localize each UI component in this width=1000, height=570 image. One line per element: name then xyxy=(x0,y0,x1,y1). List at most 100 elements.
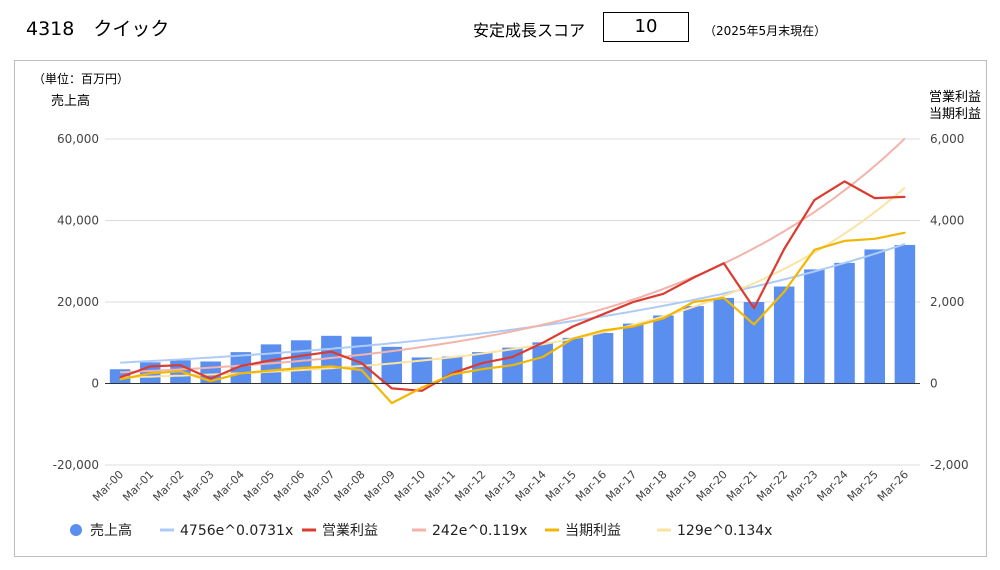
y-axis-title-right: 営業利益 xyxy=(929,89,981,105)
y-tick-left: 20,000 xyxy=(57,295,99,309)
y-tick-right: 2,000 xyxy=(930,295,964,309)
x-tick-label: Mar-07 xyxy=(301,468,337,504)
x-tick-label: Mar-17 xyxy=(603,468,639,504)
line-point xyxy=(300,354,303,357)
y-tick-right: -2,000 xyxy=(930,458,969,472)
bar xyxy=(592,332,614,384)
line-point xyxy=(904,231,906,234)
bar xyxy=(411,357,433,384)
legend-label: 242e^0.119x xyxy=(432,523,527,539)
y-tick-left: 0 xyxy=(91,377,99,391)
line-point xyxy=(209,377,212,380)
line-point xyxy=(632,325,635,328)
x-tick-label: Mar-04 xyxy=(211,468,247,504)
grid-lines xyxy=(105,138,920,466)
line-point xyxy=(421,390,423,392)
legend-label: 売上高 xyxy=(90,522,132,539)
combo-chart: 60,000 6,000 40,000 4,000 20,000 2,000 0 0 -20,0… xyxy=(33,71,981,539)
line-point xyxy=(873,197,876,199)
line-point xyxy=(662,293,665,295)
y-tick-right: 6,000 xyxy=(930,132,964,146)
x-tick-label: Mar-12 xyxy=(452,468,488,504)
score-value-box: 10 xyxy=(603,12,689,42)
y-tick-right: 0 xyxy=(930,377,938,391)
line-point xyxy=(179,370,182,373)
line-point xyxy=(390,387,393,390)
line-point xyxy=(119,376,121,379)
score-date-note: （2025年5月末現在） xyxy=(704,24,827,38)
y-tick-left: 60,000 xyxy=(57,132,99,146)
x-tick-label: Mar-22 xyxy=(754,468,790,504)
x-tick-label: Mar-26 xyxy=(875,468,911,504)
bar xyxy=(804,269,825,384)
line-point xyxy=(572,325,574,328)
line-point xyxy=(360,369,363,371)
trend-line xyxy=(120,243,906,364)
line-point xyxy=(481,362,484,364)
line-point xyxy=(843,240,846,242)
x-tick-label: Mar-19 xyxy=(664,468,700,504)
x-tick-label: Mar-10 xyxy=(392,468,428,504)
bar xyxy=(532,342,553,384)
line-point xyxy=(753,307,755,309)
line-point xyxy=(602,329,604,332)
line-point xyxy=(270,369,272,372)
line-point xyxy=(390,402,393,404)
x-tick-label: Mar-20 xyxy=(694,468,730,504)
company-title: 4318 クイック xyxy=(26,18,170,40)
bar xyxy=(864,249,885,384)
line-point xyxy=(692,276,695,279)
line-point xyxy=(240,372,242,375)
line-point xyxy=(632,301,635,303)
y-tick-left: -20,000 xyxy=(53,458,99,472)
line-point xyxy=(722,262,725,265)
bar xyxy=(622,323,644,384)
line-point xyxy=(511,364,514,366)
line-point xyxy=(360,362,363,364)
line-point xyxy=(813,199,816,201)
y-tick-left: 40,000 xyxy=(57,214,99,228)
score-label: 安定成長スコア xyxy=(473,21,586,40)
legend-label: 当期利益 xyxy=(565,523,621,539)
x-tick-label: Mar-25 xyxy=(845,468,881,504)
x-tick-label: Mar-24 xyxy=(815,468,851,504)
line-point xyxy=(572,337,574,340)
y-tick-right: 4,000 xyxy=(930,214,964,228)
x-tick-label: Mar-02 xyxy=(150,468,186,504)
unit-label: （単位：百万円） xyxy=(33,71,129,86)
line-point xyxy=(451,373,453,376)
line-point xyxy=(119,378,121,381)
line-point xyxy=(300,367,303,369)
x-tick-label: Mar-16 xyxy=(573,468,609,504)
bar xyxy=(743,302,765,384)
line-point xyxy=(783,248,785,250)
x-tick-label: Mar-14 xyxy=(513,468,549,504)
bar-series xyxy=(109,244,916,384)
line-point xyxy=(330,365,333,368)
x-tick-label: Mar-06 xyxy=(271,468,307,504)
bar xyxy=(381,346,403,384)
line-point xyxy=(662,317,665,320)
line-point xyxy=(722,297,725,299)
x-tick-label: Mar-11 xyxy=(422,468,458,504)
x-tick-label: Mar-23 xyxy=(784,468,820,504)
line-point xyxy=(541,356,544,358)
x-tick-label: Mar-00 xyxy=(90,468,126,504)
line-point xyxy=(843,180,846,183)
line-point xyxy=(149,372,152,375)
x-tick-label: Mar-01 xyxy=(120,468,156,504)
line-point xyxy=(904,196,906,198)
x-tick-label: Mar-15 xyxy=(543,468,579,504)
chart-frame: 60,000 6,000 40,000 4,000 20,000 2,000 0 0 -20,0… xyxy=(14,60,987,557)
legend-label: 営業利益 xyxy=(322,523,378,539)
x-tick-label: Mar-21 xyxy=(724,468,760,504)
bar xyxy=(713,297,735,384)
x-tick-label: Mar-13 xyxy=(483,468,519,504)
legend-swatch xyxy=(70,524,82,536)
x-tick-label: Mar-08 xyxy=(332,468,368,504)
x-tick-label: Mar-18 xyxy=(633,468,669,504)
bar xyxy=(834,262,855,384)
bar xyxy=(683,306,704,384)
line-point xyxy=(240,365,242,367)
line-point xyxy=(783,291,785,293)
